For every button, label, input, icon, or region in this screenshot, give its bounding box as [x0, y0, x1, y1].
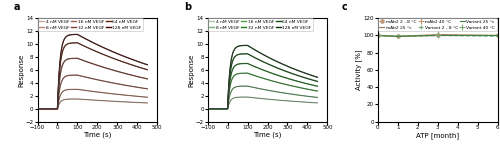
X-axis label: Time (s): Time (s): [83, 132, 112, 138]
Legend: 4 nM VEGF, 8 nM VEGF, 16 nM VEGF, 32 nM VEGF, 64 nM VEGF, 128 nM VEGF: 4 nM VEGF, 8 nM VEGF, 16 nM VEGF, 32 nM …: [208, 18, 313, 31]
Text: a: a: [14, 2, 20, 12]
Text: b: b: [184, 2, 191, 12]
X-axis label: Time (s): Time (s): [254, 132, 281, 138]
Y-axis label: Activity [%]: Activity [%]: [355, 50, 362, 90]
Legend: 4 nM VEGF, 8 nM VEGF, 16 nM VEGF, 32 nM VEGF, 64 nM VEGF, 128 nM VEGF: 4 nM VEGF, 8 nM VEGF, 16 nM VEGF, 32 nM …: [38, 18, 143, 31]
Text: c: c: [342, 2, 347, 12]
Y-axis label: Response: Response: [188, 53, 194, 86]
Legend: mAb2 2 - 8 °C, mAb2 25 °c, mAb2 40 °C, Variant 2 - 8 °C, Variant 25 °c, Variant : mAb2 2 - 8 °C, mAb2 25 °c, mAb2 40 °C, V…: [378, 18, 496, 31]
X-axis label: ATP [month]: ATP [month]: [416, 132, 459, 139]
Y-axis label: Response: Response: [18, 53, 24, 86]
